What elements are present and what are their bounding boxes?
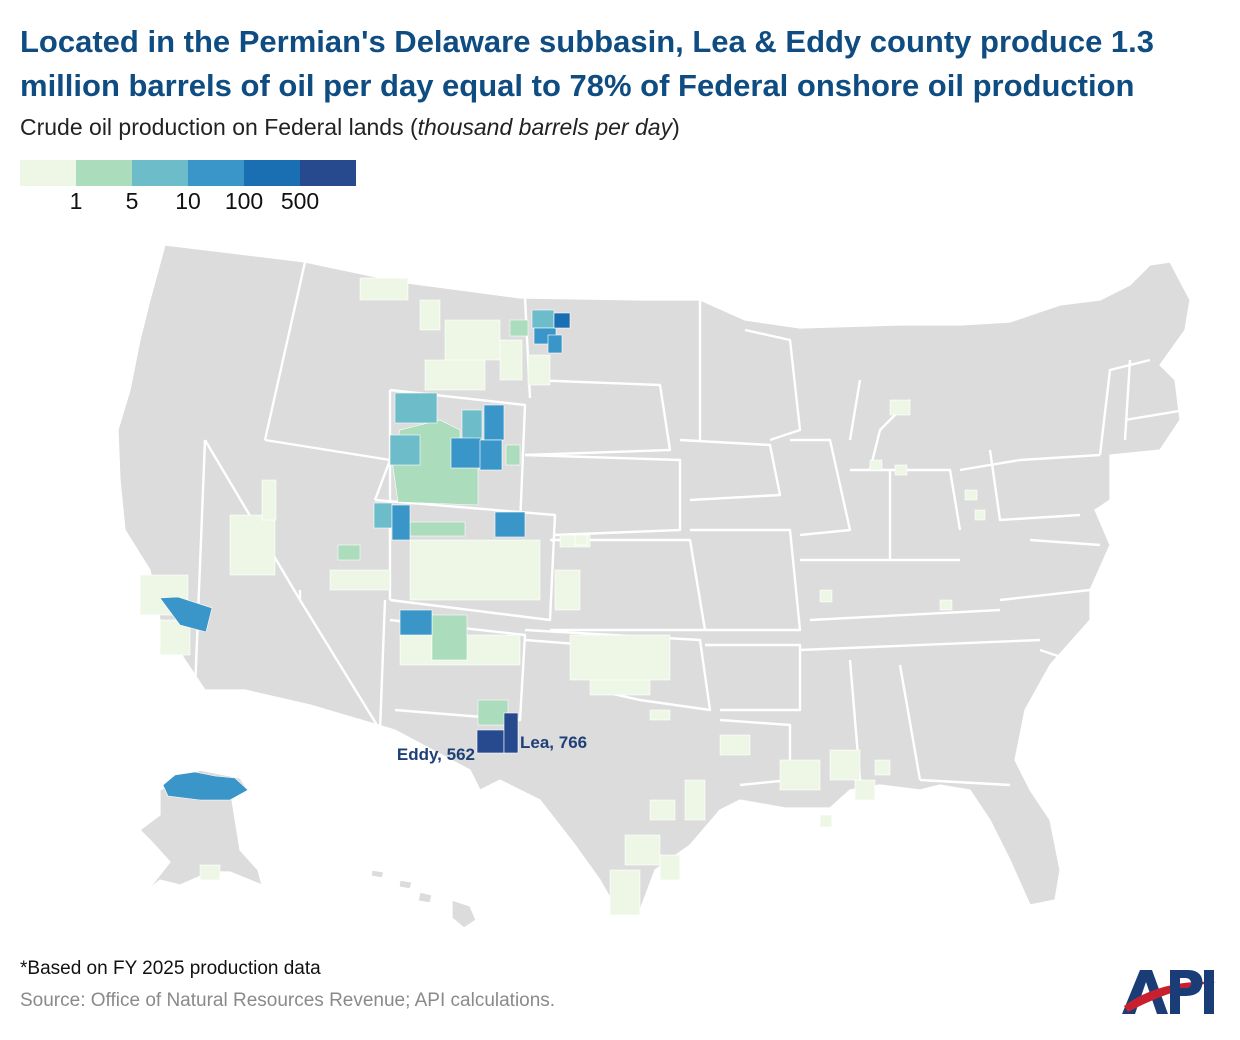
legend-label-500: 500 (280, 188, 320, 214)
source-note: Source: Office of Natural Resources Reve… (20, 990, 556, 1011)
subtitle-close: ) (672, 114, 680, 140)
color-legend: 1 5 10 100 500 (20, 160, 360, 220)
legend-swatch-4 (188, 160, 244, 186)
legend-swatch-1 (20, 160, 76, 186)
label-eddy: Eddy, 562 (397, 745, 475, 764)
counties-100-to-500 (553, 312, 571, 329)
us-county-map: Eddy, 562 Lea, 766 (117, 244, 1191, 929)
legend-swatch-3 (132, 160, 188, 186)
county-eddy (476, 729, 505, 754)
counties-under-1 (139, 277, 986, 916)
counties-5-to-10 (373, 309, 555, 529)
legend-label-5: 5 (125, 188, 139, 214)
county-lea (503, 712, 519, 754)
chart-subtitle: Crude oil production on Federal lands (t… (20, 114, 680, 141)
subtitle-text: Crude oil production on Federal lands ( (20, 114, 418, 140)
legend-label-1: 1 (69, 188, 83, 214)
legend-swatch-2 (76, 160, 132, 186)
logo-letter-i (1204, 970, 1214, 1014)
contiguous-us (117, 244, 1191, 916)
subtitle-unit: thousand barrels per day (417, 114, 673, 140)
legend-label-10: 10 (175, 188, 201, 214)
legend-swatch-6 (300, 160, 356, 186)
label-lea: Lea, 766 (520, 733, 587, 752)
logo-letter-p (1170, 970, 1203, 1014)
hawaii (370, 869, 477, 929)
api-logo (1122, 970, 1216, 1014)
chart-title: Located in the Permian's Delaware subbas… (20, 24, 1155, 103)
legend-swatch-5 (244, 160, 300, 186)
footnote: *Based on FY 2025 production data (20, 958, 321, 979)
legend-label-100: 100 (224, 188, 264, 214)
counties-10-to-100 (159, 327, 563, 801)
